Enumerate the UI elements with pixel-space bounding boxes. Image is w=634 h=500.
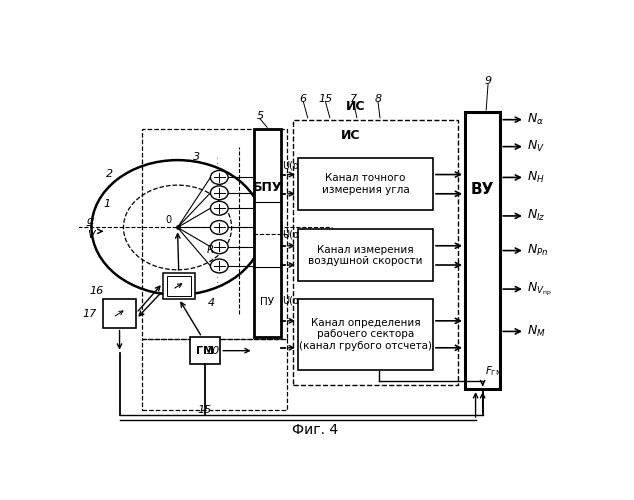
Text: 7: 7 [350,94,357,104]
Circle shape [210,202,228,215]
Text: ПУ: ПУ [260,297,275,307]
Text: 5: 5 [257,111,264,121]
Bar [465,112,500,389]
Text: U(α: U(α [282,160,299,170]
Circle shape [210,259,228,273]
Text: 1: 1 [104,200,111,209]
Text: 6: 6 [300,94,307,104]
Bar [163,272,195,298]
Text: $N_H$: $N_H$ [527,170,545,185]
Text: 15: 15 [318,94,333,104]
Text: V: V [87,230,94,240]
Text: · · ·: · · · [215,275,224,288]
Text: Канал определения
рабочего сектора
(канал грубого отсчета): Канал определения рабочего сектора (кана… [299,318,432,351]
Circle shape [91,160,264,295]
Bar [298,298,433,370]
Text: $N_{V_{\text{пр}}}$: $N_{V_{\text{пр}}}$ [527,280,552,297]
Bar [142,130,287,339]
Text: 9: 9 [484,76,491,86]
Text: 8: 8 [375,94,382,104]
Text: Канал измерения
воздушной скорости: Канал измерения воздушной скорости [308,244,423,266]
Text: α: α [87,216,94,226]
Text: ГМ: ГМ [196,346,214,356]
Bar [103,298,136,328]
Circle shape [210,186,228,200]
Bar [298,230,433,281]
Text: R: R [207,245,214,255]
Bar [190,337,220,364]
Text: U(α: U(α [282,296,299,306]
Text: 17: 17 [83,309,97,319]
Text: 4: 4 [207,298,214,308]
Text: $N_V$: $N_V$ [527,139,545,154]
Text: 16: 16 [90,286,104,296]
Bar [142,339,287,410]
Bar [298,158,433,210]
Text: · · ·: · · · [215,156,224,168]
Text: 0: 0 [165,215,172,225]
Text: 3: 3 [193,152,200,162]
Text: Канал точного
измерения угла: Канал точного измерения угла [321,174,410,195]
Text: Фиг. 4: Фиг. 4 [292,422,338,436]
Text: 2: 2 [106,168,113,178]
Bar [167,276,191,295]
Text: $N_{Pn}$: $N_{Pn}$ [527,243,549,258]
Text: $N_M$: $N_M$ [527,324,546,339]
Text: –: – [86,220,93,234]
Circle shape [210,170,228,184]
Text: ИС: ИС [346,100,365,112]
Text: $N_{Iz}$: $N_{Iz}$ [527,208,546,224]
Bar [293,120,458,386]
Text: БПУ: БПУ [252,181,282,194]
Bar [254,130,281,337]
Text: $F_{\text{ГМ}}$: $F_{\text{ГМ}}$ [484,364,503,378]
Text: $N_\alpha$: $N_\alpha$ [527,112,545,127]
Text: 10: 10 [206,346,220,356]
Text: ИС: ИС [341,130,360,142]
Circle shape [210,220,228,234]
Text: U(α: U(α [282,230,299,239]
Circle shape [210,240,228,254]
Text: ВУ: ВУ [471,182,495,197]
Text: 15: 15 [197,406,212,415]
